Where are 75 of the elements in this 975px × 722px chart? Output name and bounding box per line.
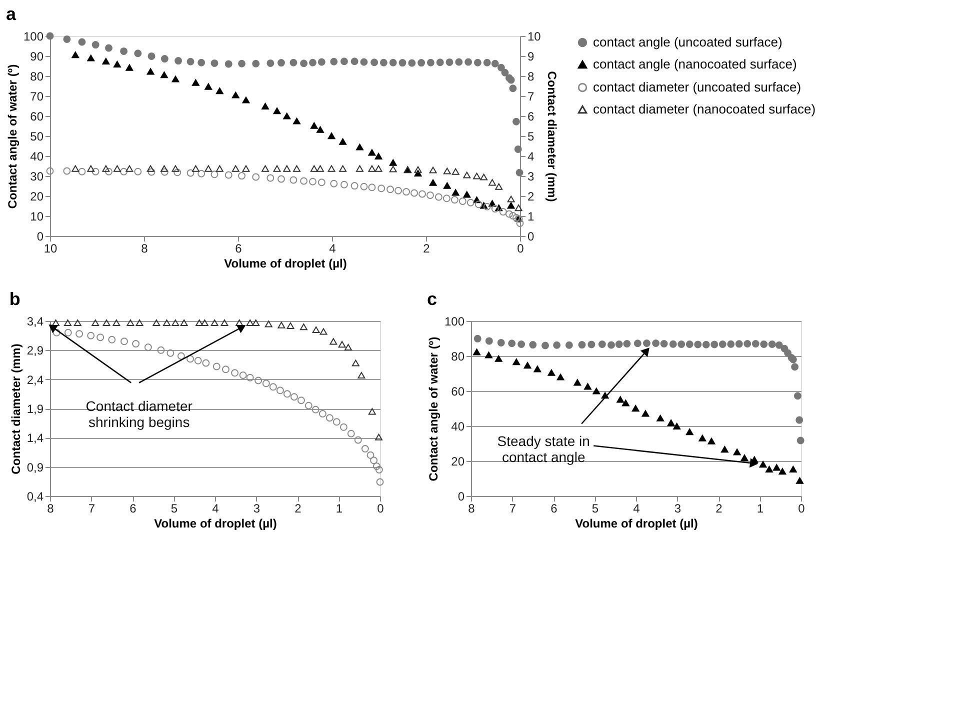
x-tick-label: 6: [550, 502, 558, 516]
y2-tick-label: 7: [528, 90, 534, 104]
y-tick-label: 10: [30, 210, 44, 224]
x-tick-label: 4: [212, 502, 220, 516]
x-tick-label: 3: [674, 502, 682, 516]
y2-tick-label: 6: [528, 110, 534, 124]
y-tick-label: 0,4: [26, 490, 44, 504]
y-tick-label: 80: [451, 350, 465, 364]
x-tick-label: 5: [170, 502, 178, 516]
x-tick-label: 8: [47, 502, 54, 516]
x-tick-label: 6: [235, 242, 242, 256]
x-tick-label: 7: [509, 502, 516, 516]
x-tick-label: 2: [716, 502, 723, 516]
x-tick-label: 10: [44, 242, 58, 256]
y2-tick-label: 5: [528, 130, 534, 144]
chart-title: c: [426, 289, 437, 309]
chart-title: b: [9, 289, 20, 309]
y-tick-label: 100: [23, 30, 44, 44]
x-axis-title: Volume of droplet (µl): [224, 256, 347, 270]
y-tick-label: 0: [36, 230, 44, 244]
y-tick-label: 20: [451, 454, 465, 468]
y-tick-label: 0,9: [26, 460, 44, 474]
legend-label: contact angle (nanocoated surface): [593, 56, 797, 72]
y2-tick-label: 8: [528, 70, 534, 84]
y-tick-label: 60: [30, 110, 44, 124]
x-axis-title: Volume of droplet (µl): [154, 516, 277, 530]
annotation: Steady state in contact angle: [497, 432, 590, 465]
legend-label: contact diameter (nanocoated surface): [593, 102, 816, 116]
x-tick-label: 4: [329, 242, 336, 256]
x-tick-label: 2: [294, 502, 302, 516]
x-tick-label: 7: [88, 502, 96, 516]
y-tick-label: 20: [30, 190, 44, 204]
x-tick-label: 1: [336, 502, 343, 516]
y-tick-label: 50: [30, 130, 44, 144]
y-tick-label: 2,4: [26, 372, 44, 387]
legend-label: contact diameter (uncoated surface): [593, 80, 802, 94]
x-axis-title: Volume of droplet (µl): [575, 516, 698, 530]
y-tick-label: 1,9: [26, 402, 44, 416]
x-tick-label: 3: [253, 502, 260, 516]
y-tick-label: 30: [30, 170, 44, 184]
y2-tick-label: 4: [528, 150, 534, 164]
x-tick-label: 1: [756, 502, 764, 516]
y-tick-label: 40: [30, 150, 44, 164]
chart-title: a: [6, 4, 17, 24]
y2-tick-label: 0: [528, 230, 534, 244]
y-axis-title: Contact angle of water (º): [426, 336, 440, 482]
y2-tick-label: 2: [528, 190, 534, 204]
x-tick-label: 0: [377, 502, 384, 516]
y-tick-label: 70: [30, 90, 44, 104]
y2-tick-label: 3: [528, 170, 534, 184]
y2-tick-label: 9: [528, 50, 534, 64]
y2-tick-label: 1: [528, 210, 534, 224]
y-tick-label: 40: [451, 420, 465, 434]
y-tick-label: 80: [30, 70, 44, 84]
x-tick-label: 0: [517, 242, 524, 256]
y2-axis-title: Contact diameter (mm): [544, 71, 559, 202]
x-tick-label: 4: [633, 502, 640, 516]
y-tick-label: 60: [451, 384, 465, 398]
y-tick-label: 2,9: [26, 344, 44, 358]
annotation: Contact diameter shrinking begins: [86, 398, 193, 430]
y-tick-label: 0: [458, 490, 465, 504]
x-tick-label: 8: [468, 502, 476, 516]
x-tick-label: 6: [130, 502, 137, 516]
y2-tick-label: 10: [528, 30, 542, 44]
y-axis-title: Contact angle of water (º): [5, 64, 20, 209]
legend-label: contact angle (uncoated surface): [593, 34, 782, 50]
y-tick-label: 100: [444, 314, 465, 328]
x-tick-label: 0: [798, 502, 806, 516]
x-tick-label: 2: [423, 242, 430, 256]
y-tick-label: 1,4: [26, 431, 44, 446]
x-tick-label: 5: [592, 502, 599, 516]
y-tick-label: 3,4: [26, 314, 44, 328]
y-tick-label: 90: [30, 50, 44, 64]
y-axis-title: Contact diameter (mm): [8, 344, 23, 474]
x-tick-label: 8: [141, 242, 148, 256]
